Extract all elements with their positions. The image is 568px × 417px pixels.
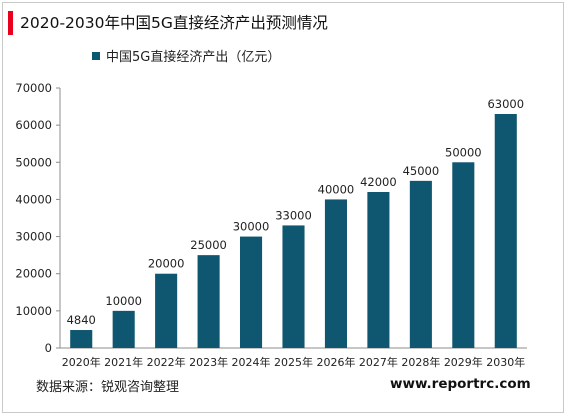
website-label: www.reportrc.com	[390, 376, 531, 392]
y-tick-label: 10000	[15, 304, 52, 318]
bar	[240, 236, 263, 348]
bar	[409, 180, 432, 348]
y-tick-label: 70000	[15, 81, 52, 95]
bar-value-label: 4840	[67, 313, 96, 327]
y-tick-label: 20000	[15, 267, 52, 281]
bar-value-label: 33000	[275, 208, 312, 222]
bar-value-label: 42000	[360, 175, 397, 189]
y-tick-label: 50000	[15, 155, 52, 169]
bar	[197, 255, 220, 348]
x-tick-label: 2027年	[359, 355, 398, 369]
bar	[452, 162, 475, 348]
bar-value-label: 40000	[318, 182, 355, 196]
legend-label: 中国5G直接经济产出（亿元）	[106, 50, 281, 65]
y-tick-label: 0	[45, 341, 52, 355]
title-accent-bar	[8, 11, 13, 35]
bar-value-label: 25000	[190, 238, 227, 252]
bar-value-label: 30000	[233, 220, 270, 234]
bar	[324, 199, 347, 348]
bar	[112, 310, 135, 348]
bar	[367, 192, 390, 348]
legend-swatch	[92, 52, 100, 60]
bar	[155, 273, 178, 348]
y-tick-label: 60000	[15, 118, 52, 132]
x-tick-label: 2028年	[401, 355, 440, 369]
legend: 中国5G直接经济产出（亿元）	[92, 49, 280, 67]
bar-value-label: 50000	[445, 145, 482, 159]
bar-value-label: 45000	[403, 164, 440, 178]
x-tick-label: 2029年	[444, 355, 483, 369]
bar	[70, 330, 93, 348]
x-tick-label: 2025年	[274, 355, 313, 369]
source-note: 数据来源：锐观咨询整理	[36, 380, 180, 395]
bar	[282, 225, 305, 348]
bar-value-label: 20000	[148, 257, 185, 271]
x-tick-label: 2020年	[62, 355, 101, 369]
bar	[494, 114, 517, 348]
y-tick-label: 40000	[15, 192, 52, 206]
bar-value-label: 10000	[105, 294, 142, 308]
x-tick-label: 2022年	[147, 355, 186, 369]
chart-frame	[2, 2, 564, 413]
y-tick-label: 30000	[15, 230, 52, 244]
bar-value-label: 63000	[487, 97, 524, 111]
x-tick-label: 2023年	[189, 355, 228, 369]
chart-title: 2020-2030年中国5G直接经济产出预测情况	[20, 14, 328, 32]
x-tick-label: 2026年	[316, 355, 355, 369]
x-tick-label: 2030年	[486, 355, 525, 369]
x-tick-label: 2024年	[232, 355, 271, 369]
x-tick-label: 2021年	[104, 355, 143, 369]
